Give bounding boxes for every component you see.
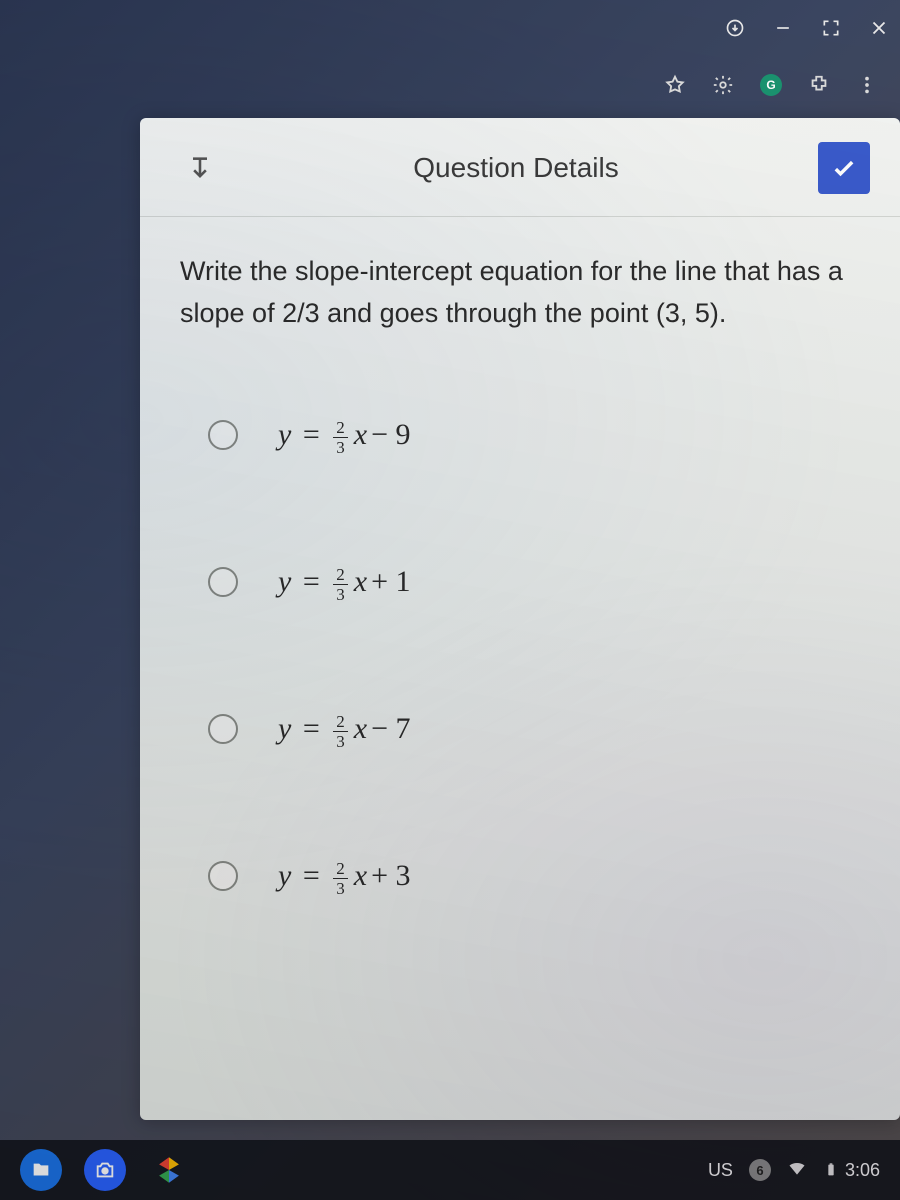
system-bar [0,0,900,56]
files-app-icon[interactable] [20,1149,62,1191]
minus-icon[interactable] [772,17,794,39]
answer-option[interactable]: y = 23 x − 9 [208,417,870,454]
extension-icon[interactable] [808,74,830,96]
answer-options: y = 23 x − 9 y = 23 x + 1 y = 23 [180,417,870,895]
gear-icon[interactable] [712,74,734,96]
star-outline-icon[interactable] [664,74,686,96]
equation: y = 23 x + 3 [278,858,411,895]
equation: y = 23 x − 9 [278,417,411,454]
check-icon [830,154,858,182]
answer-option[interactable]: y = 23 x − 7 [208,711,870,748]
radio-icon[interactable] [208,861,238,891]
question-card: Question Details Write the slope-interce… [140,118,900,1120]
arrow-down-circle-icon[interactable] [724,17,746,39]
browser-toolbar: G [0,60,900,110]
question-prompt: Write the slope-intercept equation for t… [180,251,870,335]
camera-app-icon[interactable] [84,1149,126,1191]
radio-icon[interactable] [208,420,238,450]
equation: y = 23 x − 7 [278,711,411,748]
clock[interactable]: 3:06 [823,1160,880,1181]
radio-icon[interactable] [208,714,238,744]
taskbar-apps [20,1149,190,1191]
keyboard-indicator[interactable]: US [708,1160,733,1181]
card-header: Question Details [140,118,900,217]
wifi-icon[interactable] [787,1158,807,1183]
radio-icon[interactable] [208,567,238,597]
clock-time: 3:06 [845,1160,880,1181]
confirm-button[interactable] [818,142,870,194]
fullscreen-icon[interactable] [820,17,842,39]
answer-option[interactable]: y = 23 x + 1 [208,564,870,601]
equation: y = 23 x + 1 [278,564,411,601]
battery-icon [823,1162,839,1178]
answer-option[interactable]: y = 23 x + 3 [208,858,870,895]
notification-badge[interactable]: 6 [749,1159,771,1181]
system-tray: US 6 3:06 [708,1158,880,1183]
close-icon[interactable] [868,17,890,39]
taskbar: US 6 3:06 [0,1140,900,1200]
photos-app-icon[interactable] [148,1149,190,1191]
back-arrow-icon[interactable] [186,154,214,182]
card-body: Write the slope-intercept equation for t… [140,217,900,915]
page-title: Question Details [214,152,818,184]
more-vert-icon[interactable] [856,74,878,96]
site-badge-icon[interactable]: G [760,74,782,96]
